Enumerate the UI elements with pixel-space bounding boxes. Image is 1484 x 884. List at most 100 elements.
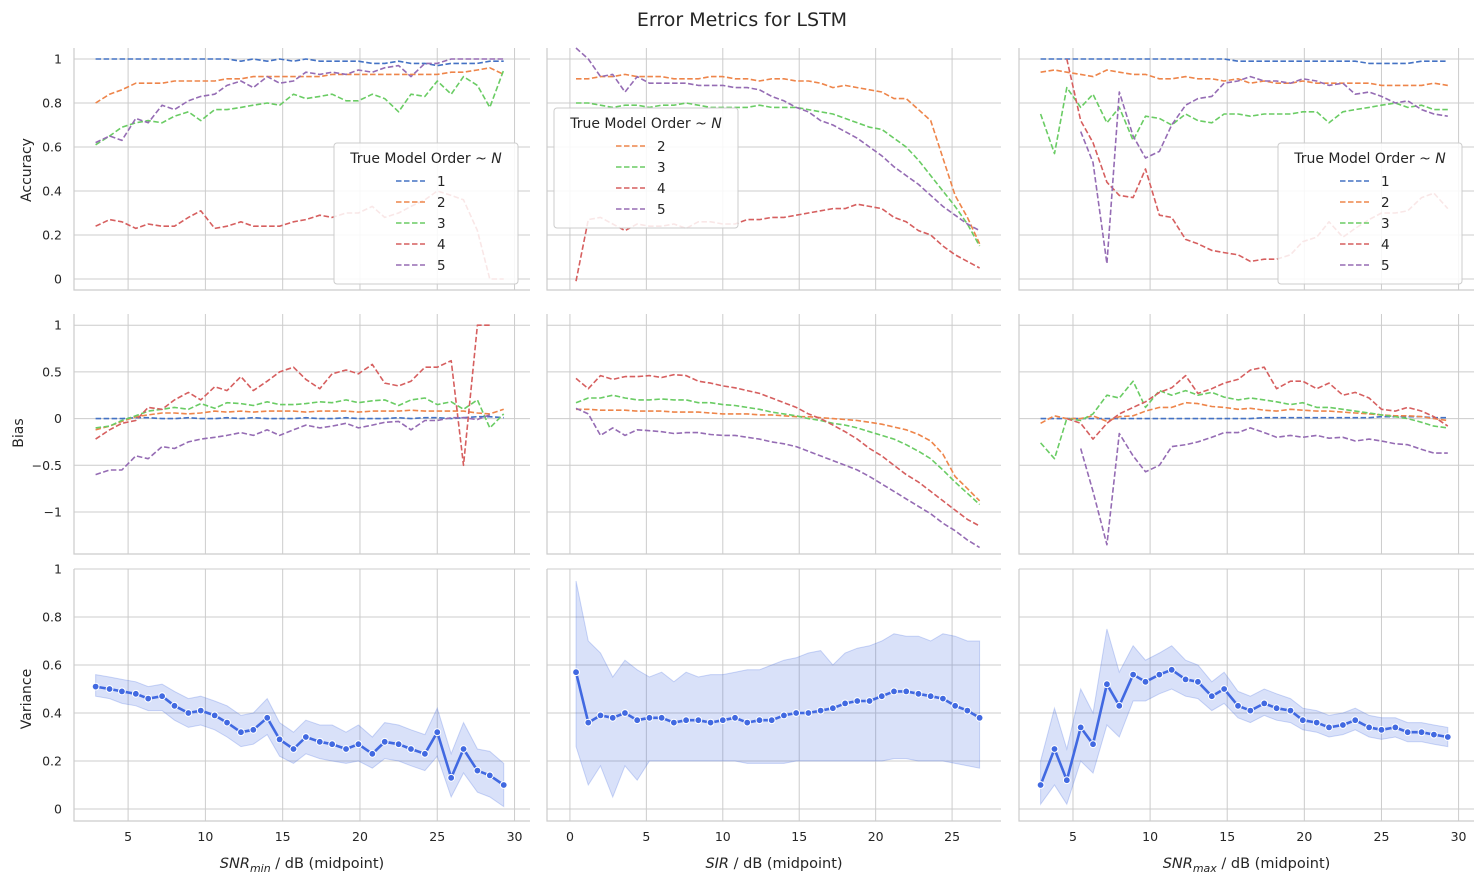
legend-label: 5 (437, 258, 446, 274)
y-tick-label: 1 (54, 562, 62, 577)
y-tick-label: 0 (54, 802, 62, 817)
variance-point (596, 711, 605, 720)
y-tick-label: 0.8 (42, 610, 62, 625)
variance-line (574, 671, 981, 724)
variance-point (975, 713, 984, 722)
variance-point (1338, 721, 1347, 729)
legend-frame (333, 142, 519, 285)
x-axis-label-sub: min (250, 862, 271, 875)
axes-spine (73, 48, 530, 291)
series-group (575, 373, 981, 549)
legend-label: 3 (1381, 216, 1390, 232)
variance-point (275, 735, 284, 744)
x-tick-label: 25 (944, 829, 960, 844)
legend-label: 3 (657, 160, 666, 176)
x-tick-label: 10 (1142, 829, 1158, 844)
variance-point (877, 692, 886, 701)
series-line-n4 (575, 373, 980, 527)
legend-frame (553, 107, 739, 229)
x-tick-label: 20 (868, 829, 884, 844)
variance-point (210, 711, 219, 720)
series-line-n5 (95, 414, 491, 476)
variance-point (118, 687, 126, 696)
variance-point (1194, 677, 1202, 686)
variance-point (1351, 716, 1360, 725)
series-line-n1 (1040, 58, 1448, 65)
x-axis-label-unit: / dB (midpoint) (271, 856, 385, 872)
y-tick-label: 1 (54, 52, 62, 67)
legend: True Model Order ~ N 1 2 3 4 5 (333, 142, 519, 285)
variance-point (1036, 781, 1045, 789)
x-axis-label-sub: max (1193, 862, 1217, 875)
variance-point (196, 706, 205, 715)
series-line-n5 (95, 58, 504, 144)
variance-point (447, 773, 456, 782)
axes-spine (1018, 48, 1474, 291)
x-tick-label: 10 (197, 829, 213, 844)
variance-point (433, 728, 442, 737)
series-line-n3 (576, 102, 981, 247)
panel-accuracy-snr-max: True Model Order ~ N 1 2 3 4 5 (1018, 48, 1474, 291)
variance-point (1167, 665, 1176, 674)
series-line-n1 (1040, 415, 1448, 420)
axes-spine (546, 314, 1001, 555)
legend-label: 4 (657, 181, 666, 197)
legend-title: True Model Order ~ N (349, 151, 502, 167)
variance-point (767, 716, 776, 725)
variance-point (1089, 740, 1097, 749)
variance-point (1443, 733, 1452, 741)
panel-bias-snr-min: −1 −0.5 0 0.5 1 (32, 314, 530, 555)
variance-point (263, 713, 272, 722)
series-group (572, 580, 984, 799)
variance-point (237, 728, 245, 737)
variance-point (1115, 701, 1124, 710)
variance-point (407, 745, 415, 753)
variance-point (158, 692, 167, 701)
x-tick-label: 30 (507, 829, 523, 844)
variance-point (572, 668, 580, 677)
variance-point (144, 694, 153, 703)
variance-point (939, 694, 947, 703)
variance-point (380, 737, 389, 746)
x-tick-label: 30 (1451, 829, 1467, 844)
x-tick-label: 15 (791, 829, 807, 844)
x-axis-label: SIR / dB (midpoint) (705, 856, 842, 872)
series-line-n1 (95, 415, 504, 420)
series-group (1036, 628, 1452, 806)
series-group (91, 674, 508, 808)
variance-point (804, 709, 813, 717)
x-axis-label: SNRmin / dB (midpoint) (220, 856, 384, 875)
y-tick-label: 0 (54, 272, 62, 287)
axes-spine (73, 314, 530, 555)
variance-point (184, 709, 193, 717)
confidence-band (1040, 628, 1449, 806)
row-label-accuracy: Accuracy (19, 138, 35, 202)
variance-point (1234, 701, 1242, 710)
variance-point (1312, 718, 1321, 727)
variance-point (718, 716, 727, 725)
series-line-n2 (1040, 69, 1448, 87)
series-line-n4 (1066, 366, 1449, 440)
legend-label: 5 (657, 202, 666, 218)
legend-label: 2 (437, 195, 446, 211)
x-tick-label: 15 (1219, 829, 1235, 844)
legend-title: True Model Order ~ N (569, 116, 722, 132)
legend-label: 1 (437, 174, 446, 190)
row-label-variance: Variance (19, 669, 35, 729)
x-axis-label-var: SNR (220, 856, 250, 872)
variance-point (608, 713, 617, 722)
variance-point (473, 766, 482, 775)
x-axis-label-var: SIR (705, 856, 729, 872)
legend-label: 5 (1381, 258, 1390, 274)
variance-point (1365, 723, 1374, 732)
x-tick-label: 5 (124, 829, 132, 844)
variance-point (645, 713, 654, 722)
series-line-n3 (95, 397, 505, 429)
y-tick-label: 0.6 (42, 658, 62, 673)
series-line-n1 (95, 58, 504, 67)
variance-point (91, 682, 100, 691)
series-line-n2 (576, 73, 981, 245)
x-axis-label-var: SNR (1163, 856, 1193, 872)
axes-spine (546, 569, 1001, 822)
y-tick-label: −1 (44, 504, 62, 519)
